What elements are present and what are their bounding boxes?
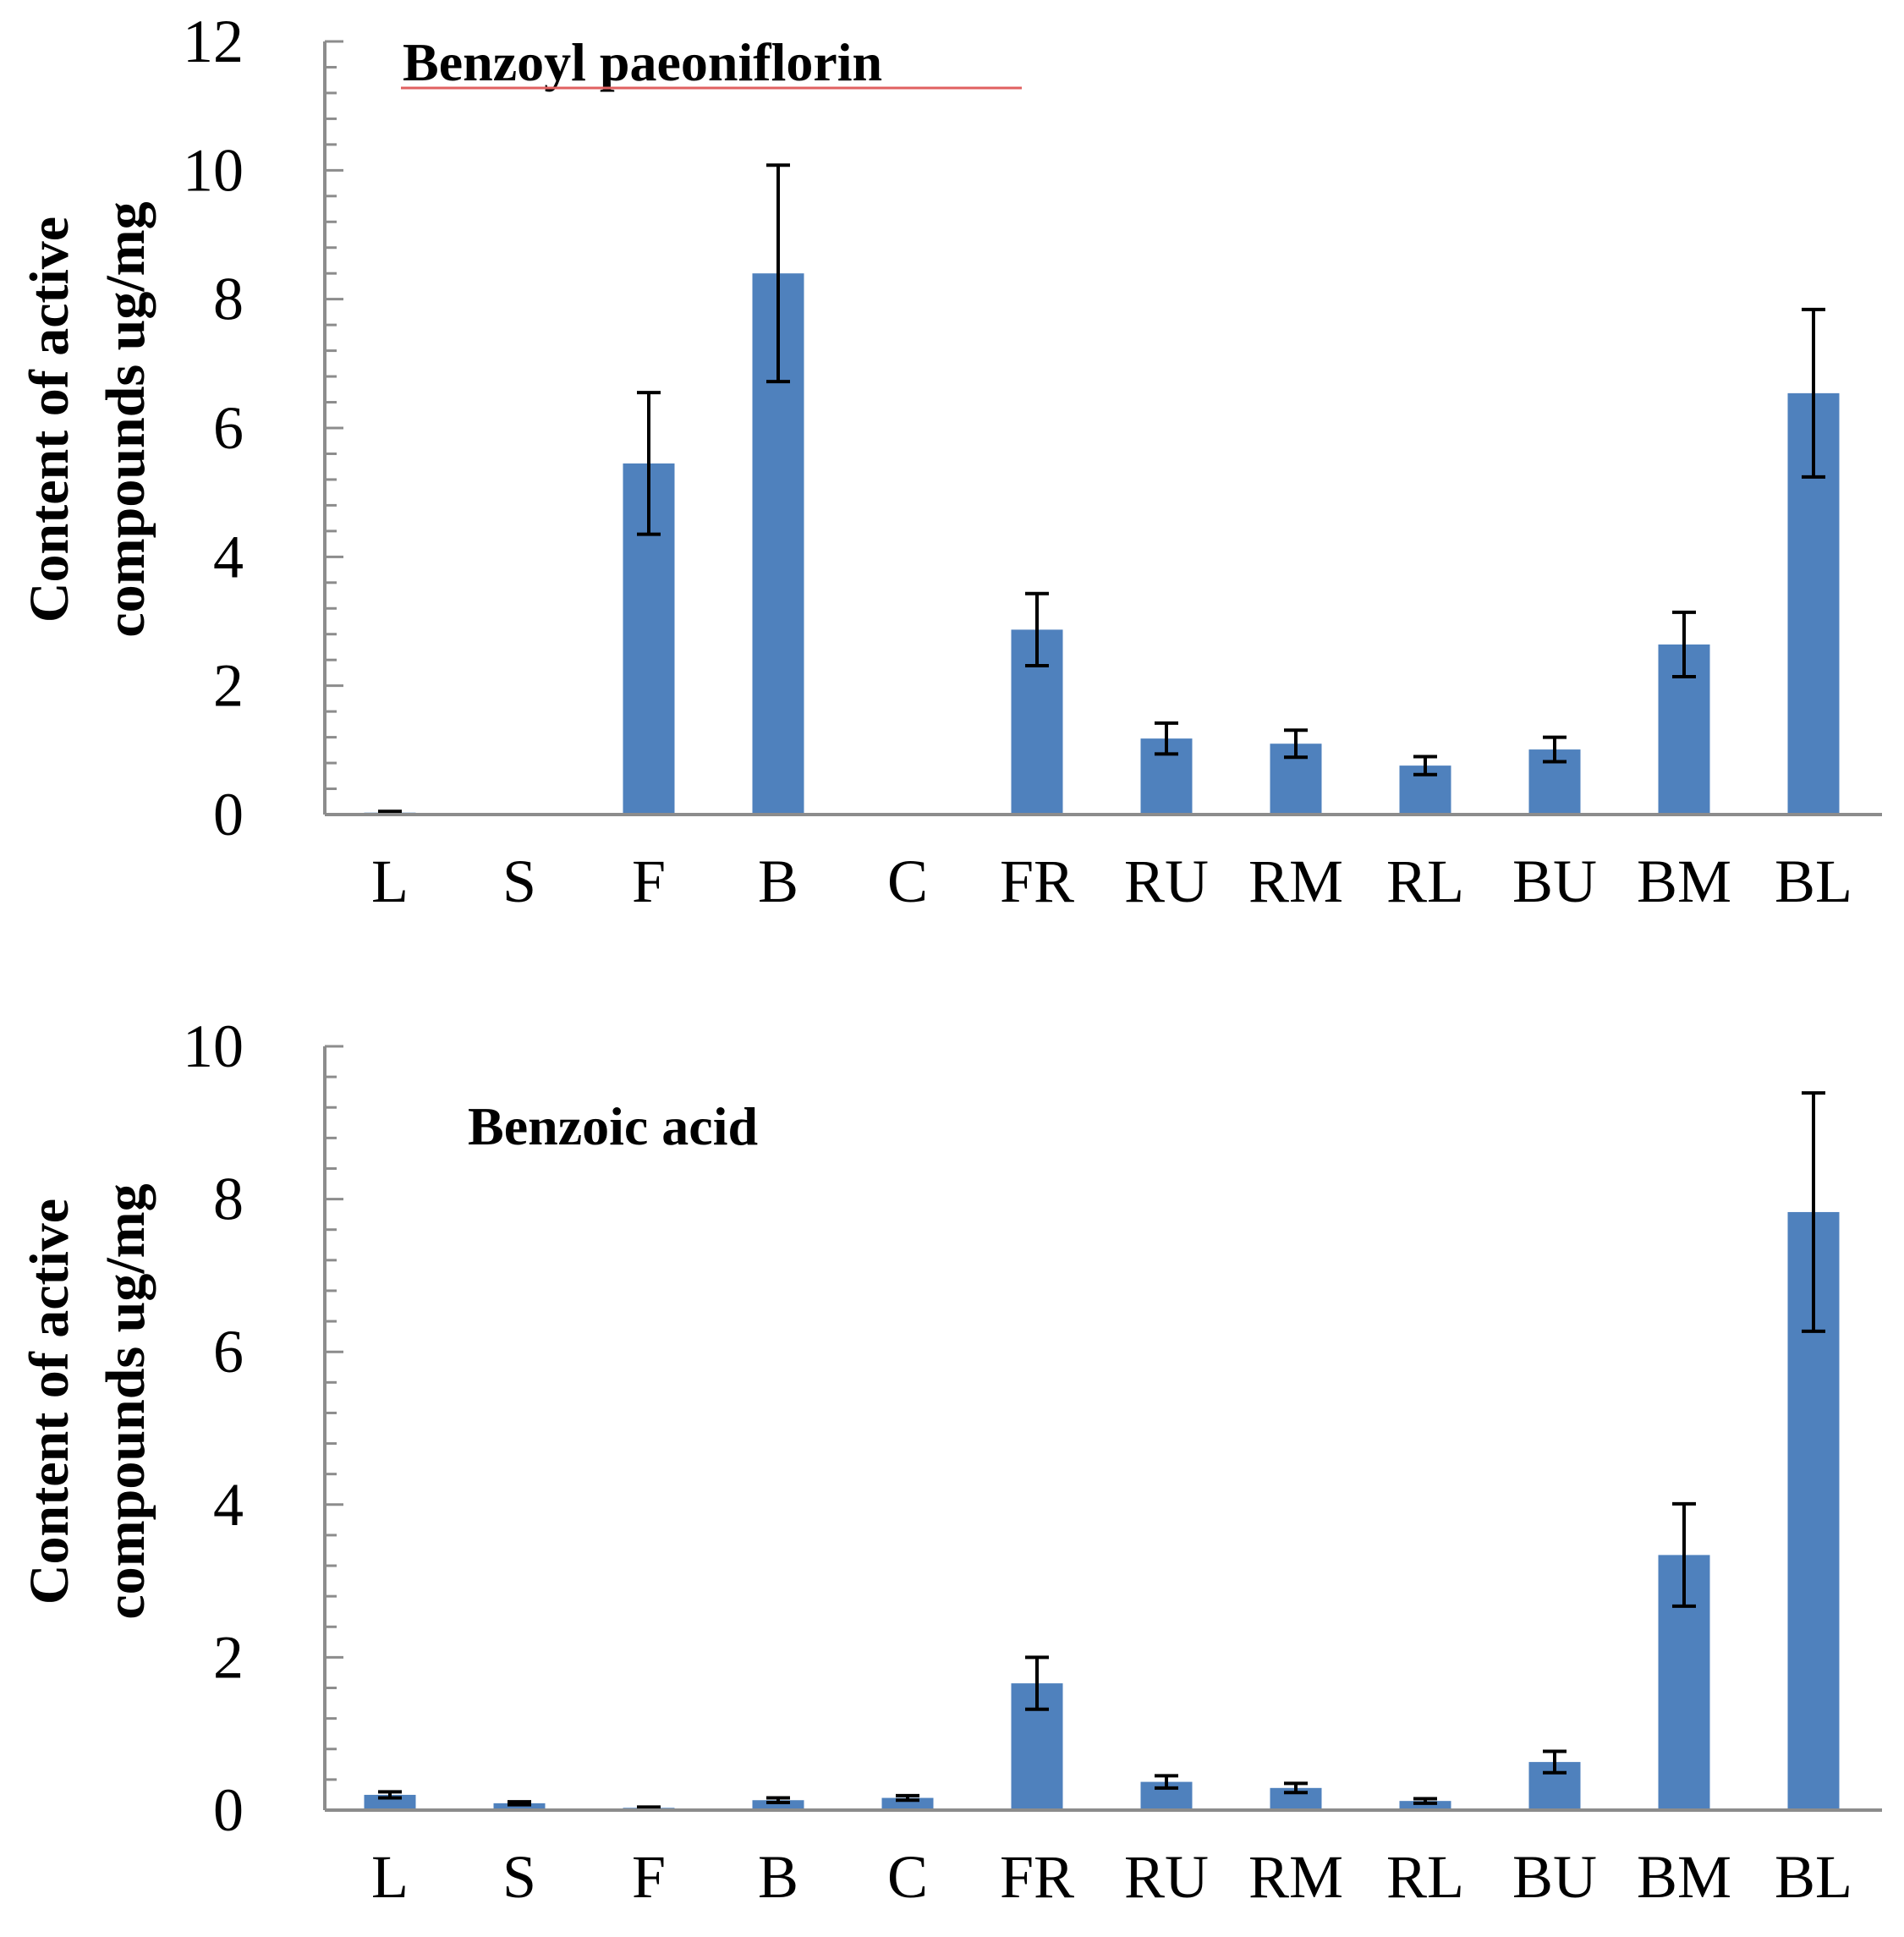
- error-bar-C: [896, 1793, 919, 1803]
- error-bar-BU: [1543, 1749, 1567, 1775]
- y-tick-label: 10: [183, 1012, 244, 1080]
- y-tick-label: 2: [213, 1623, 244, 1691]
- x-tick-label-L: L: [371, 848, 409, 915]
- error-bar-FR: [1025, 1655, 1049, 1711]
- chart-benzoic-acid: Content of active compounds ug/mg Benzoi…: [19, 1012, 1882, 1911]
- error-bar-BM: [1672, 610, 1696, 679]
- x-tick-label-RM: RM: [1248, 848, 1343, 915]
- x-tick-label-BU: BU: [1512, 1843, 1597, 1911]
- x-tick-label-F: F: [632, 848, 666, 915]
- chart-title: Benzoic acid: [468, 1096, 758, 1156]
- chart-benzoyl-paeoniflorin: Content of active compounds ug/mg Benzoy…: [19, 8, 1882, 915]
- error-bar-RL: [1413, 1797, 1437, 1805]
- x-tick-label-RL: RL: [1386, 848, 1464, 915]
- x-tick-label-RM: RM: [1248, 1843, 1343, 1911]
- error-bar-BM: [1672, 1501, 1696, 1608]
- x-tick-label-BL: BL: [1775, 848, 1852, 915]
- y-tick-label: 4: [213, 1471, 244, 1539]
- error-bar-RU: [1155, 721, 1178, 756]
- y-axis-title-line1: Content of active: [19, 217, 80, 623]
- chart-title: Benzoyl paeoniflorin: [403, 32, 882, 92]
- error-bar-L: [378, 1790, 402, 1800]
- y-tick-label: 12: [183, 8, 244, 75]
- x-tick-label-BM: BM: [1637, 848, 1731, 915]
- x-tick-label-BU: BU: [1512, 848, 1597, 915]
- x-tick-label-C: C: [887, 848, 928, 915]
- y-axis-title: Content of active compounds ug/mg: [19, 1183, 156, 1619]
- y-tick-label: 8: [213, 1166, 244, 1233]
- error-bar-B: [766, 1796, 790, 1804]
- y-tick-label: 2: [213, 652, 244, 720]
- x-tick-label-FR: FR: [1000, 848, 1074, 915]
- y-tick-label: 10: [183, 136, 244, 204]
- x-tick-label-B: B: [758, 848, 798, 915]
- x-tick-label-S: S: [502, 848, 536, 915]
- y-axis-title: Content of active compounds ug/mg: [19, 201, 156, 637]
- bar-B: [752, 1800, 804, 1810]
- x-tick-label-BL: BL: [1775, 1843, 1852, 1911]
- y-tick-label: 8: [213, 266, 244, 333]
- x-tick-label-FR: FR: [1000, 1843, 1074, 1911]
- x-tick-label-RL: RL: [1386, 1843, 1464, 1911]
- y-tick-label: 6: [213, 1318, 244, 1386]
- y-axis-title-line1: Content of active: [19, 1199, 80, 1605]
- x-tick-label-L: L: [371, 1843, 409, 1911]
- error-bar-F: [637, 1805, 661, 1811]
- error-bar-B: [766, 163, 790, 384]
- error-bar-BL: [1802, 1091, 1825, 1333]
- x-tick-label-S: S: [502, 1843, 536, 1911]
- bar-C: [881, 1797, 934, 1810]
- y-axis-title-line2: compounds ug/mg: [95, 1183, 156, 1619]
- error-bar-RL: [1413, 754, 1437, 776]
- x-tick-label-BM: BM: [1637, 1843, 1731, 1911]
- bar-S: [493, 1803, 546, 1810]
- error-bar-FR: [1025, 591, 1049, 668]
- error-bar-BU: [1543, 735, 1567, 764]
- bar-RL: [1399, 1801, 1451, 1810]
- x-tick-label-C: C: [887, 1843, 928, 1911]
- x-tick-label-RU: RU: [1124, 848, 1209, 915]
- y-tick-label: 0: [213, 781, 244, 848]
- y-tick-label: 4: [213, 523, 244, 590]
- x-tick-label-F: F: [632, 1843, 666, 1911]
- error-bar-RM: [1284, 728, 1308, 760]
- y-tick-label: 6: [213, 394, 244, 462]
- error-bar-RU: [1155, 1774, 1178, 1790]
- error-bar-RM: [1284, 1781, 1308, 1795]
- y-tick-label: 0: [213, 1776, 244, 1844]
- y-axis-title-line2: compounds ug/mg: [95, 201, 156, 637]
- error-bar-F: [637, 391, 661, 536]
- x-tick-label-B: B: [758, 1843, 798, 1911]
- error-bar-S: [508, 1800, 531, 1807]
- error-bar-BL: [1802, 307, 1825, 479]
- x-tick-label-RU: RU: [1124, 1843, 1209, 1911]
- bar-L: [364, 1794, 416, 1810]
